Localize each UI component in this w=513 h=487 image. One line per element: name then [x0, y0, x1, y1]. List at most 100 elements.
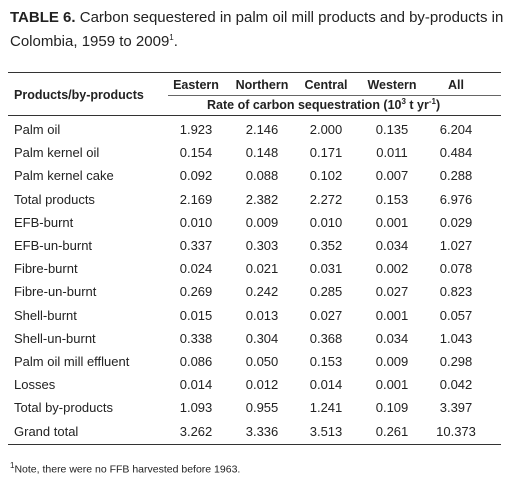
- cell-value: 6.976: [439, 191, 473, 207]
- unit-exp: 3: [401, 97, 406, 106]
- cell-value: 2.272: [309, 191, 343, 207]
- cell-value: 0.088: [245, 168, 279, 184]
- row-label: EFB-burnt: [14, 214, 74, 230]
- caption-note-mark: 1: [169, 33, 174, 42]
- cell-value: 0.823: [439, 284, 473, 300]
- cell-value: 0.242: [245, 284, 279, 300]
- cell-value: 1.093: [179, 400, 213, 416]
- cell-value: 2.382: [245, 191, 279, 207]
- unit-header: Rate of carbon sequestration (103 t yr-1…: [207, 97, 440, 112]
- cell-value: 1.241: [309, 400, 343, 416]
- unit-text: Rate of carbon sequestration (10: [207, 98, 402, 113]
- caption-text: Carbon sequestered in palm oil mill prod…: [10, 9, 504, 50]
- cell-value: 0.285: [309, 284, 343, 300]
- footnote-mark: 1: [10, 461, 15, 470]
- cell-value: 0.042: [439, 377, 473, 393]
- cell-value: 0.007: [375, 168, 409, 184]
- cell-value: 1.027: [439, 238, 473, 253]
- caption-label: TABLE 6.: [10, 9, 76, 26]
- cell-value: 0.109: [375, 400, 409, 416]
- cell-value: 0.484: [439, 145, 473, 161]
- cell-value: 0.010: [179, 214, 213, 230]
- cell-value: 0.261: [375, 423, 409, 439]
- cell-value: 1.923: [179, 122, 213, 137]
- column-header: Central: [304, 78, 348, 92]
- column-header: Eastern: [173, 78, 219, 92]
- cell-value: 0.009: [375, 354, 409, 369]
- row-label: EFB-un-burnt: [14, 238, 93, 253]
- cell-value: 0.102: [309, 168, 343, 184]
- unit-end: ): [436, 98, 441, 113]
- cell-value: 0.010: [309, 214, 343, 230]
- unit-mid: t yr: [405, 98, 429, 113]
- cell-value: 0.269: [179, 284, 213, 300]
- cell-value: 0.298: [439, 354, 473, 369]
- cell-value: 1.043: [439, 330, 473, 346]
- cell-value: 0.001: [375, 214, 409, 230]
- cell-value: 0.050: [245, 354, 279, 369]
- cell-value: 0.001: [375, 307, 409, 323]
- row-label: Palm oil: [14, 122, 61, 137]
- caption-end: .: [173, 33, 178, 50]
- cell-value: 0.171: [309, 145, 343, 161]
- cell-value: 0.304: [245, 330, 279, 346]
- cell-value: 0.029: [439, 214, 473, 230]
- cell-value: 2.169: [179, 191, 213, 207]
- cell-value: 3.262: [179, 423, 213, 439]
- cell-value: 0.034: [375, 238, 409, 253]
- row-label: Palm kernel cake: [14, 168, 114, 184]
- cell-value: 0.012: [245, 377, 279, 393]
- column-header: Northern: [235, 78, 289, 92]
- row-label: Shell-un-burnt: [14, 330, 96, 346]
- cell-value: 0.014: [179, 377, 213, 393]
- cell-value: 0.031: [309, 261, 343, 277]
- column-header: Western: [367, 78, 417, 92]
- cell-value: 0.009: [245, 214, 279, 230]
- cell-value: 10.373: [436, 423, 476, 439]
- cell-value: 3.513: [309, 423, 343, 439]
- cell-value: 0.148: [245, 145, 279, 161]
- row-header: Products/by-products: [14, 88, 144, 102]
- footnote: 1Note, there were no FFB harvested befor…: [10, 461, 240, 476]
- row-label: Grand total: [14, 423, 79, 439]
- cell-value: 0.337: [179, 238, 213, 253]
- cell-value: 0.352: [309, 238, 343, 253]
- cell-value: 0.338: [179, 330, 213, 346]
- cell-value: 0.015: [179, 307, 213, 323]
- cell-value: 0.024: [179, 261, 213, 277]
- row-label: Fibre-un-burnt: [14, 284, 97, 300]
- cell-value: 0.011: [376, 145, 408, 161]
- row-label: Losses: [14, 377, 56, 393]
- cell-value: 0.027: [309, 307, 343, 323]
- cell-value: 0.092: [179, 168, 213, 184]
- cell-value: 0.034: [375, 330, 409, 346]
- cell-value: 0.288: [439, 168, 473, 184]
- cell-value: 0.154: [179, 145, 213, 161]
- cell-value: 0.013: [245, 307, 279, 323]
- unit-exp: -1: [428, 97, 437, 106]
- cell-value: 0.086: [179, 354, 213, 369]
- row-label: Palm oil mill effluent: [14, 354, 130, 369]
- row-label: Total products: [14, 191, 95, 207]
- cell-value: 0.955: [245, 400, 279, 416]
- cell-value: 0.021: [245, 261, 279, 277]
- row-label: Palm kernel oil: [14, 145, 100, 161]
- bottom-rule: [8, 444, 501, 445]
- row-label: Shell-burnt: [14, 307, 77, 323]
- row-label: Fibre-burnt: [14, 261, 78, 277]
- cell-value: 0.135: [375, 122, 409, 137]
- column-header: All: [448, 78, 464, 92]
- cell-value: 0.153: [375, 191, 409, 207]
- cell-value: 0.027: [375, 284, 409, 300]
- top-rule: [8, 72, 501, 73]
- cell-value: 0.303: [245, 238, 279, 253]
- cell-value: 3.397: [439, 400, 473, 416]
- caption: TABLE 6. Carbon sequestered in palm oil …: [10, 8, 505, 52]
- cell-value: 6.204: [439, 122, 473, 137]
- cell-value: 0.014: [309, 377, 343, 393]
- group-rule: [168, 95, 501, 96]
- cell-value: 0.153: [309, 354, 343, 369]
- cell-value: 3.336: [245, 423, 279, 439]
- cell-value: 0.002: [375, 261, 409, 277]
